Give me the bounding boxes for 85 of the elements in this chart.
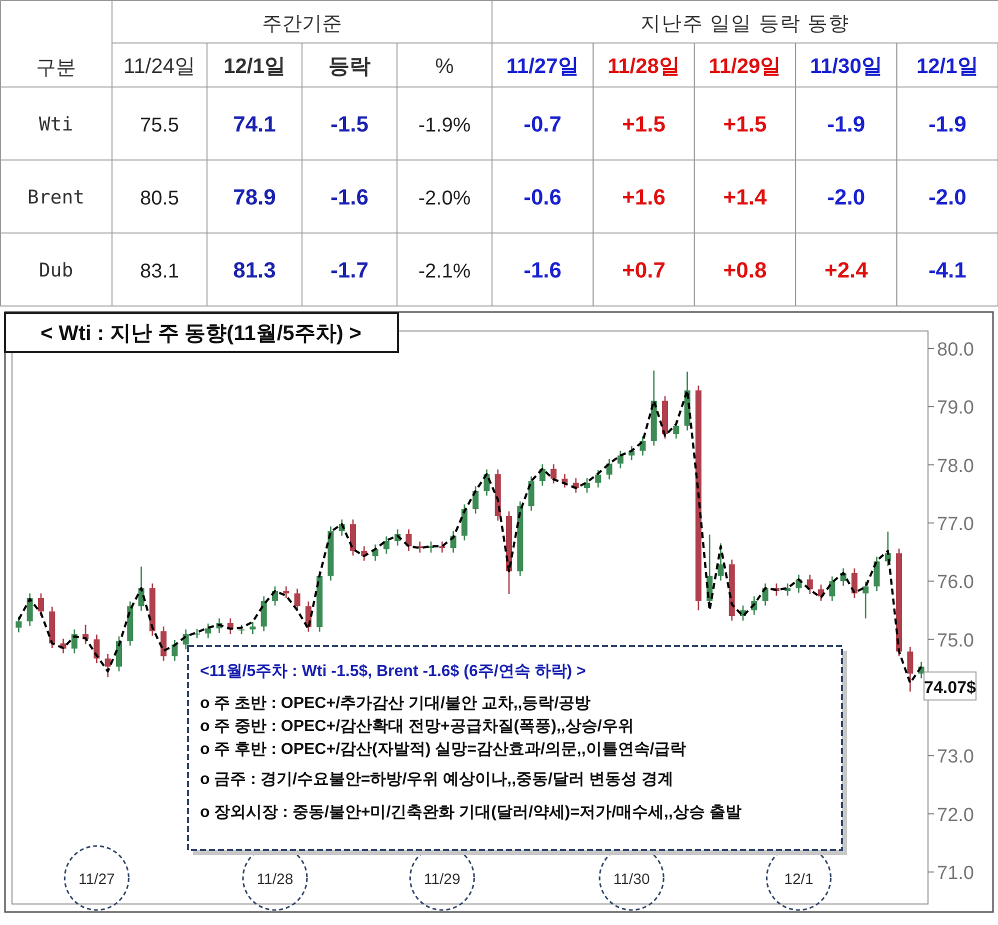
x-tick-label: 11/24일 (124, 55, 196, 78)
y-tick-label: Brent (27, 186, 85, 208)
data-label: +1.5 (622, 112, 666, 136)
candlestick (806, 574, 813, 595)
annotation: o 주 후반 : OPEC+/감산(자발적) 실망=감산효과/의문,,이틀연속/급락 (200, 741, 686, 758)
data-label: -2.0 (827, 184, 866, 210)
x-tick-label: 12/1일 (224, 55, 286, 78)
y-tick-label: 75.0 (937, 630, 974, 652)
data-label: -0.6 (524, 184, 562, 210)
y-tick-label: Dub (38, 260, 74, 282)
candlestick (851, 568, 858, 599)
candlestick (238, 624, 245, 635)
x-tick-label: 12/1일 (916, 55, 978, 78)
x-tick-label: 11/29 (424, 871, 460, 888)
x-tick-label: 11/30 (613, 871, 650, 888)
chart-subtitle: 지난주 일일 등락 동향 (640, 13, 850, 35)
data-label: -1.6 (524, 258, 562, 282)
chart-title: < Wti : 지난 주 동향(11월/5주차) > (40, 322, 362, 345)
x-tick-label: 11/28 (256, 871, 294, 888)
y-tick-label: 76.0 (937, 572, 974, 594)
candlestick (862, 581, 869, 620)
data-label: -1.5 (330, 112, 368, 136)
data-label: 80.5 (140, 188, 179, 210)
data-label: -1.6 (330, 184, 368, 210)
candlestick (38, 592, 44, 617)
data-label: -0.7 (524, 112, 562, 136)
y-axis-title: 구분 (36, 57, 76, 79)
candlestick (718, 542, 724, 582)
candlestick (439, 540, 446, 554)
data-label: -1.7 (330, 258, 368, 282)
x-tick-label: 등락 (328, 55, 370, 78)
x-tick-label: 11/28일 (608, 55, 680, 78)
data-label: -4.1 (928, 258, 966, 282)
y-tick-label: 80.0 (937, 339, 974, 360)
x-tick-label: % (435, 55, 454, 78)
data-label: +1.6 (622, 184, 666, 210)
y-tick-label: Wti (38, 114, 74, 136)
annotation: o 주 초반 : OPEC+/추가감산 기대/불안 교차,,등락/공방 (200, 695, 591, 712)
data-label: +1.4 (723, 184, 768, 210)
data-label: +0.7 (622, 258, 666, 282)
data-label: 74.1 (233, 112, 276, 136)
candlestick (16, 616, 22, 634)
data-label: 83.1 (140, 260, 179, 282)
annotation: <11월/5주차 : Wti -1.5$, Brent -1.6$ (6주/연속 하락) > (200, 663, 586, 680)
candlestick (104, 653, 111, 678)
x-tick-label: 12/1 (784, 871, 814, 888)
data-label: -1.9 (928, 112, 966, 136)
data-label: -1.9% (418, 114, 471, 136)
data-label: +0.8 (723, 258, 767, 282)
annotation: o 장외시장 : 중동/불안+미/긴축완화 기대(달러/약세)=저가/매수세,,상승 출발 (200, 804, 742, 821)
y-tick-label: 72.0 (937, 804, 974, 826)
data-label: 81.3 (233, 258, 276, 282)
y-tick-label: 79.0 (937, 398, 974, 419)
annotation: o 주 중반 : OPEC+/감산확대 전망+공급차질(폭풍),,상승/우위 (200, 718, 634, 735)
candlestick (205, 622, 212, 639)
data-label: +1.5 (723, 112, 767, 136)
candlestick (383, 536, 390, 554)
data-label: 78.9 (233, 184, 276, 210)
candlestick (250, 621, 256, 635)
data-label: -2.0 (928, 184, 966, 210)
chart-title: 주간기준 (262, 13, 342, 35)
data-label: -2.1% (418, 260, 471, 282)
data-label: -2.0% (418, 188, 471, 210)
candlestick (673, 420, 680, 440)
x-tick-label: 11/30일 (810, 55, 882, 78)
x-tick-label: 11/29일 (708, 55, 782, 78)
candlestick (617, 450, 624, 469)
data-label: 75.5 (140, 114, 179, 136)
candlestick (595, 469, 602, 488)
annotation: o 금주 : 경기/수요불안=하방/우위 예상이나,,중동/달러 변동성 경계 (200, 771, 674, 788)
candlestick (550, 464, 557, 484)
data-label: +2.4 (824, 258, 869, 282)
data-label: -1.9 (827, 112, 866, 136)
y-tick-label: 77.0 (937, 514, 974, 535)
candlestick (294, 588, 300, 612)
x-tick-label: 11/27일 (506, 55, 579, 78)
y-tick-label: 73.0 (937, 746, 974, 768)
candlestick (907, 646, 914, 692)
y-tick-label: 78.0 (937, 456, 974, 477)
candlestick (829, 576, 836, 602)
x-tick-label: 11/27 (78, 871, 115, 888)
candlestick (283, 586, 290, 599)
candlestick (26, 592, 33, 627)
annotation: 74.07$ (924, 678, 977, 697)
y-tick-label: 71.0 (937, 863, 974, 884)
